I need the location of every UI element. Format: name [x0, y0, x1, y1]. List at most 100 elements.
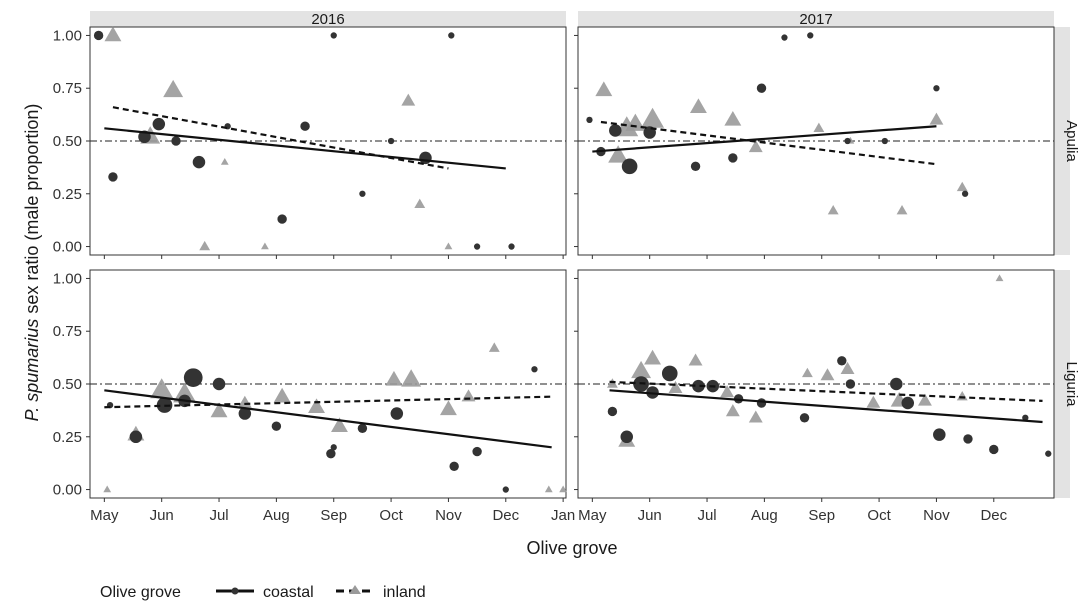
panel-2016-apulia: 0.00 0.25 0.50 0.75 1.00 — [53, 26, 567, 259]
inland-point — [724, 110, 742, 126]
coastal-point — [989, 444, 999, 455]
inland-point — [956, 181, 968, 192]
inland-point — [625, 113, 646, 131]
coastal-point — [933, 85, 940, 92]
coastal-point — [728, 153, 738, 163]
coastal-point — [108, 172, 118, 182]
legend-title: Olive grove — [100, 584, 181, 601]
y-tick-label: 0.00 — [53, 239, 82, 256]
coastal-point — [473, 243, 481, 250]
coastal-point — [93, 30, 104, 41]
inland-point — [150, 378, 174, 399]
coastal-point — [781, 34, 788, 41]
strip-label-2016: 2016 — [311, 11, 344, 28]
coastal-point — [586, 116, 593, 124]
coastal-point — [844, 137, 851, 145]
inland-point — [210, 402, 228, 418]
legend: Olive grove coastal inland — [100, 584, 426, 601]
y-axis-title-italic: P. spumarius — [22, 319, 42, 422]
strip-label-2017: 2017 — [799, 11, 832, 28]
inland-point — [488, 342, 500, 352]
legend-key-coastal-point — [231, 587, 239, 595]
inland-point — [748, 410, 763, 423]
coastal-point — [609, 124, 622, 137]
coastal-point — [212, 377, 226, 391]
inland-point — [641, 107, 665, 128]
inland-point — [866, 395, 881, 408]
inland-point — [401, 93, 416, 106]
inland-point — [401, 369, 422, 387]
inland-point — [308, 398, 325, 414]
panel-2017-apulia — [574, 26, 1055, 259]
inland-trend-line — [104, 395, 552, 409]
inland-point — [748, 140, 763, 153]
panel-2017-liguria: May Jun Jul Aug Sep Oct Nov Dec — [574, 269, 1055, 524]
x-axis-title: Olive grove — [526, 538, 617, 558]
inland-point — [801, 367, 813, 378]
inland-point — [827, 204, 839, 215]
inland-point — [273, 387, 291, 403]
inland-point — [385, 370, 403, 386]
x-tick-label: Nov — [435, 507, 462, 524]
coastal-trend-line — [609, 389, 1043, 424]
x-tick-label: Jan — [551, 507, 575, 524]
y-tick-label: 0.75 — [53, 323, 82, 340]
coastal-point — [330, 444, 337, 451]
coastal-point — [901, 396, 915, 410]
strip-liguria-bg — [1054, 270, 1070, 498]
coastal-point — [277, 214, 287, 224]
y-tick-label: 0.00 — [53, 482, 82, 499]
inland-point — [820, 368, 835, 381]
coastal-point — [330, 32, 337, 39]
coastal-point — [387, 137, 395, 145]
inland-trend-line — [600, 120, 937, 166]
legend-key-inland-point — [349, 585, 361, 594]
coastal-point — [692, 379, 705, 393]
strip-label-liguria: Liguria — [1063, 361, 1078, 407]
panel-2016-liguria: 0.00 0.25 0.50 0.75 1.00 May Jun Jul Aug Sep Oct No… — [53, 269, 575, 524]
coastal-point — [129, 430, 143, 444]
y-axis-title-rest: sex ratio (male proportion) — [22, 104, 42, 319]
inland-point — [631, 360, 652, 379]
coastal-point — [756, 83, 767, 93]
inland-point — [439, 400, 457, 416]
x-tick-label: Sep — [808, 507, 835, 524]
x-tick-label: Sep — [320, 507, 347, 524]
coastal-point — [621, 158, 638, 175]
coastal-point — [607, 406, 618, 417]
inland-point — [331, 417, 348, 433]
strip-2016-bg — [90, 11, 566, 27]
inland-point — [103, 485, 112, 493]
inland-point — [896, 204, 908, 215]
x-tick-label: Jul — [209, 507, 228, 524]
y-tick-label: 1.00 — [53, 27, 82, 44]
coastal-point — [807, 32, 814, 39]
coastal-point — [449, 461, 459, 472]
inland-point — [608, 145, 629, 163]
inland-point — [444, 242, 453, 250]
inland-point — [956, 390, 968, 401]
inland-point — [929, 112, 944, 125]
y-tick-label: 0.50 — [53, 133, 82, 150]
inland-point — [220, 158, 229, 165]
inland-point — [918, 393, 932, 406]
coastal-point — [531, 366, 538, 373]
coastal-trend-line — [592, 125, 937, 153]
x-tick-label: Jun — [150, 507, 174, 524]
coastal-point — [300, 121, 310, 131]
coastal-trend-line — [104, 389, 552, 449]
coastal-point — [845, 379, 856, 389]
inland-point — [104, 26, 122, 42]
legend-label-inland: inland — [383, 584, 426, 601]
y-tick-label: 0.50 — [53, 376, 82, 393]
coastal-point — [1045, 450, 1052, 457]
legend-label-coastal: coastal — [263, 584, 314, 601]
inland-point — [237, 395, 252, 408]
coastal-point — [152, 117, 166, 131]
inland-point — [725, 404, 740, 417]
y-tick-label: 0.25 — [53, 429, 82, 446]
coastal-point — [961, 190, 969, 197]
inland-point — [813, 122, 825, 133]
coastal-point — [1022, 414, 1029, 421]
strip-2017-bg — [578, 11, 1054, 27]
